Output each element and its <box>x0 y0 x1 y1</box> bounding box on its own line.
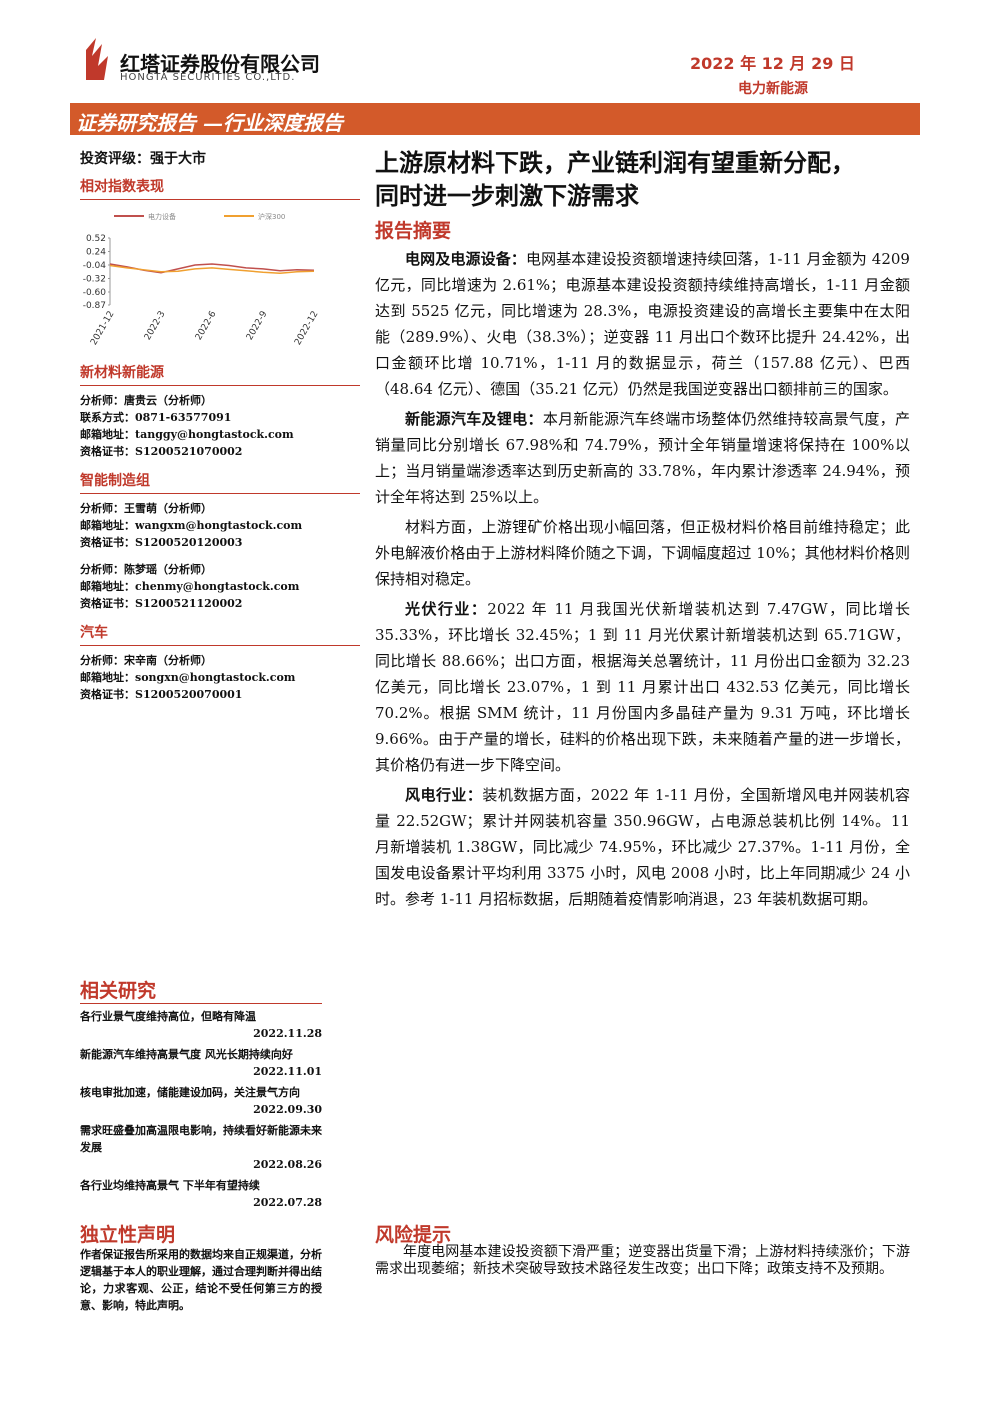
analyst-line: 邮箱地址：tanggy@hongtastock.com <box>80 428 294 441</box>
paragraph-lead: 风电行业： <box>405 786 483 804</box>
paragraph: 光伏行业：2022 年 11 月我国光伏新增装机达到 7.47GW，同比增长 3… <box>375 596 910 778</box>
related-date: 2022.11.28 <box>253 1027 322 1040</box>
banner-text: 证券研究报告 —行业深度报告 <box>76 111 343 135</box>
disclaimer: 作者保证报告所采用的数据均来自正规渠道，分析逻辑基于本人的职业理解，通过合理判断… <box>80 1248 322 1312</box>
paragraph-text: 2022 年 11 月我国光伏新增装机达到 7.47GW，同比增长 35.33%… <box>375 600 910 774</box>
date: 2022 年 12 月 29 日 <box>690 54 855 73</box>
headline-line: 同时进一步刺激下游需求 <box>375 181 639 210</box>
x-tick-label: 2022-12 <box>293 310 320 348</box>
related: 相关研究各行业景气度维持高位，但略有降温 2022.11.28 新能源汽车维持高景气… <box>80 976 322 1215</box>
related-date: 2022.07.28 <box>253 1196 322 1209</box>
company-cn: 红塔证券股份有限公司 <box>120 52 320 76</box>
paragraph: 新能源汽车及锂电：本月新能源汽车终端市场整体仍然维持较高景气度，产销量同比分别增… <box>375 406 910 510</box>
paragraph-lead: 新能源汽车及锂电： <box>405 410 543 428</box>
y-tick-label: 0.52 <box>86 234 106 244</box>
analyst-line: 邮箱地址：chenmy@hongtastock.com <box>80 580 300 593</box>
y-tick-label: -0.32 <box>83 274 106 284</box>
chart: 电力设备 沪深3000.520.24-0.04-0.32-0.60-0.87202… <box>83 212 321 348</box>
analyst-line: 资格证书：S1200520120003 <box>80 536 243 549</box>
section-heading: 新材料新能源 <box>80 362 360 386</box>
related-date: 2022.08.26 <box>253 1158 322 1171</box>
related-title: 各行业景气度维持高位，但略有降温 <box>80 1010 256 1023</box>
analyst-line: 分析师：王雪萌（分析师） <box>80 502 212 515</box>
section-title: 相关研究 <box>80 976 322 1004</box>
x-tick-label: 2021-12 <box>89 310 116 348</box>
paragraph-lead: 电网及电源设备： <box>405 250 526 268</box>
sector: 电力新能源 <box>738 81 808 97</box>
analyst-line: 资格证书：S1200521070002 <box>80 445 243 458</box>
analyst-line: 资格证书：S1200520070001 <box>80 688 243 701</box>
logo <box>86 38 108 80</box>
section-title: 独立性声明 <box>80 1224 176 1246</box>
analyst-line: 分析师：陈梦瑶（分析师） <box>80 563 212 576</box>
legend-label: 电力设备 <box>148 212 176 221</box>
risk-text: 年度电网基本建设投资额下滑严重；逆变器出货量下滑；上游材料持续涨价；下游需求出现… <box>375 1244 910 1277</box>
y-tick-label: -0.60 <box>83 288 107 298</box>
related-title: 新能源汽车维持高景气度 风光长期持续向好 <box>80 1048 293 1061</box>
paragraph-text: 电网基本建设投资额增速持续回落，1-11 月金额为 4209 亿元，同比增速为 … <box>375 250 910 398</box>
related-date: 2022.09.30 <box>253 1103 322 1116</box>
y-tick-label: 0.24 <box>86 247 106 257</box>
paragraph: 风电行业：装机数据方面，2022 年 1-11 月份，全国新增风电并网装机容量 … <box>375 782 910 912</box>
rating: 投资评级：强于大市 <box>80 151 206 167</box>
paragraph: 电网及电源设备：电网基本建设投资额增速持续回落，1-11 月金额为 4209 亿… <box>375 246 910 402</box>
line-series <box>109 264 315 274</box>
legend-label: 沪深300 <box>258 212 285 221</box>
related-title: 各行业均维持高景气 下半年有望持续 <box>80 1179 260 1192</box>
paragraph-text: 本月新能源汽车终端市场整体仍然维持较高景气度，产销量同比分别增长 67.98%和… <box>375 410 910 506</box>
paragraph-text: 材料方面，上游锂矿价格出现小幅回落，但正极材料价格目前维持稳定；此外电解液价格由… <box>375 518 910 588</box>
section-heading: 相对指数表现 <box>80 176 360 200</box>
section-title: 风险提示 <box>375 1224 452 1246</box>
paragraph-lead: 光伏行业： <box>405 600 488 618</box>
x-tick-label: 2022-3 <box>143 310 168 343</box>
banner <box>70 103 920 135</box>
analyst-line: 分析师：唐贵云（分析师） <box>80 394 212 407</box>
section-heading: 智能制造组 <box>80 470 360 494</box>
company-en: HONGTA SECURITIES CO.,LTD. <box>120 72 296 83</box>
analysts: 新材料新能源分析师：唐贵云（分析师） 联系方式：0871-63577091 邮箱地址… <box>80 362 360 703</box>
section-heading: 汽车 <box>80 622 360 646</box>
related-date: 2022.11.01 <box>253 1065 322 1078</box>
related-title: 需求旺盛叠加高温限电影响，持续看好新能源未来发展 <box>80 1124 322 1154</box>
headline-line: 上游原材料下跌，产业链利润有望重新分配， <box>375 148 855 177</box>
analyst-line: 邮箱地址：wangxm@hongtastock.com <box>80 519 303 532</box>
related-title: 核电审批加速，储能建设加码，关注景气方向 <box>80 1086 300 1099</box>
analyst-line: 邮箱地址：songxn@hongtastock.com <box>80 671 296 684</box>
analyst-line: 联系方式：0871-63577091 <box>80 411 232 424</box>
analyst-line: 资格证书：S1200521120002 <box>80 597 243 610</box>
summary-heading: 报告摘要 <box>375 220 452 242</box>
x-tick-label: 2022-9 <box>245 309 270 342</box>
y-tick-label: -0.87 <box>83 301 106 311</box>
headline: 上游原材料下跌，产业链利润有望重新分配， 同时进一步刺激下游需求 <box>375 146 855 212</box>
paragraph: 材料方面，上游锂矿价格出现小幅回落，但正极材料价格目前维持稳定；此外电解液价格由… <box>375 514 910 592</box>
summary-body: 电网及电源设备：电网基本建设投资额增速持续回落，1-11 月金额为 4209 亿… <box>375 246 910 916</box>
x-tick-label: 2022-6 <box>194 309 219 342</box>
analyst-line: 分析师：宋辛南（分析师） <box>80 654 212 667</box>
paragraph-text: 装机数据方面，2022 年 1-11 月份，全国新增风电并网装机容量 22.52… <box>375 786 910 908</box>
y-tick-label: -0.04 <box>83 261 107 271</box>
